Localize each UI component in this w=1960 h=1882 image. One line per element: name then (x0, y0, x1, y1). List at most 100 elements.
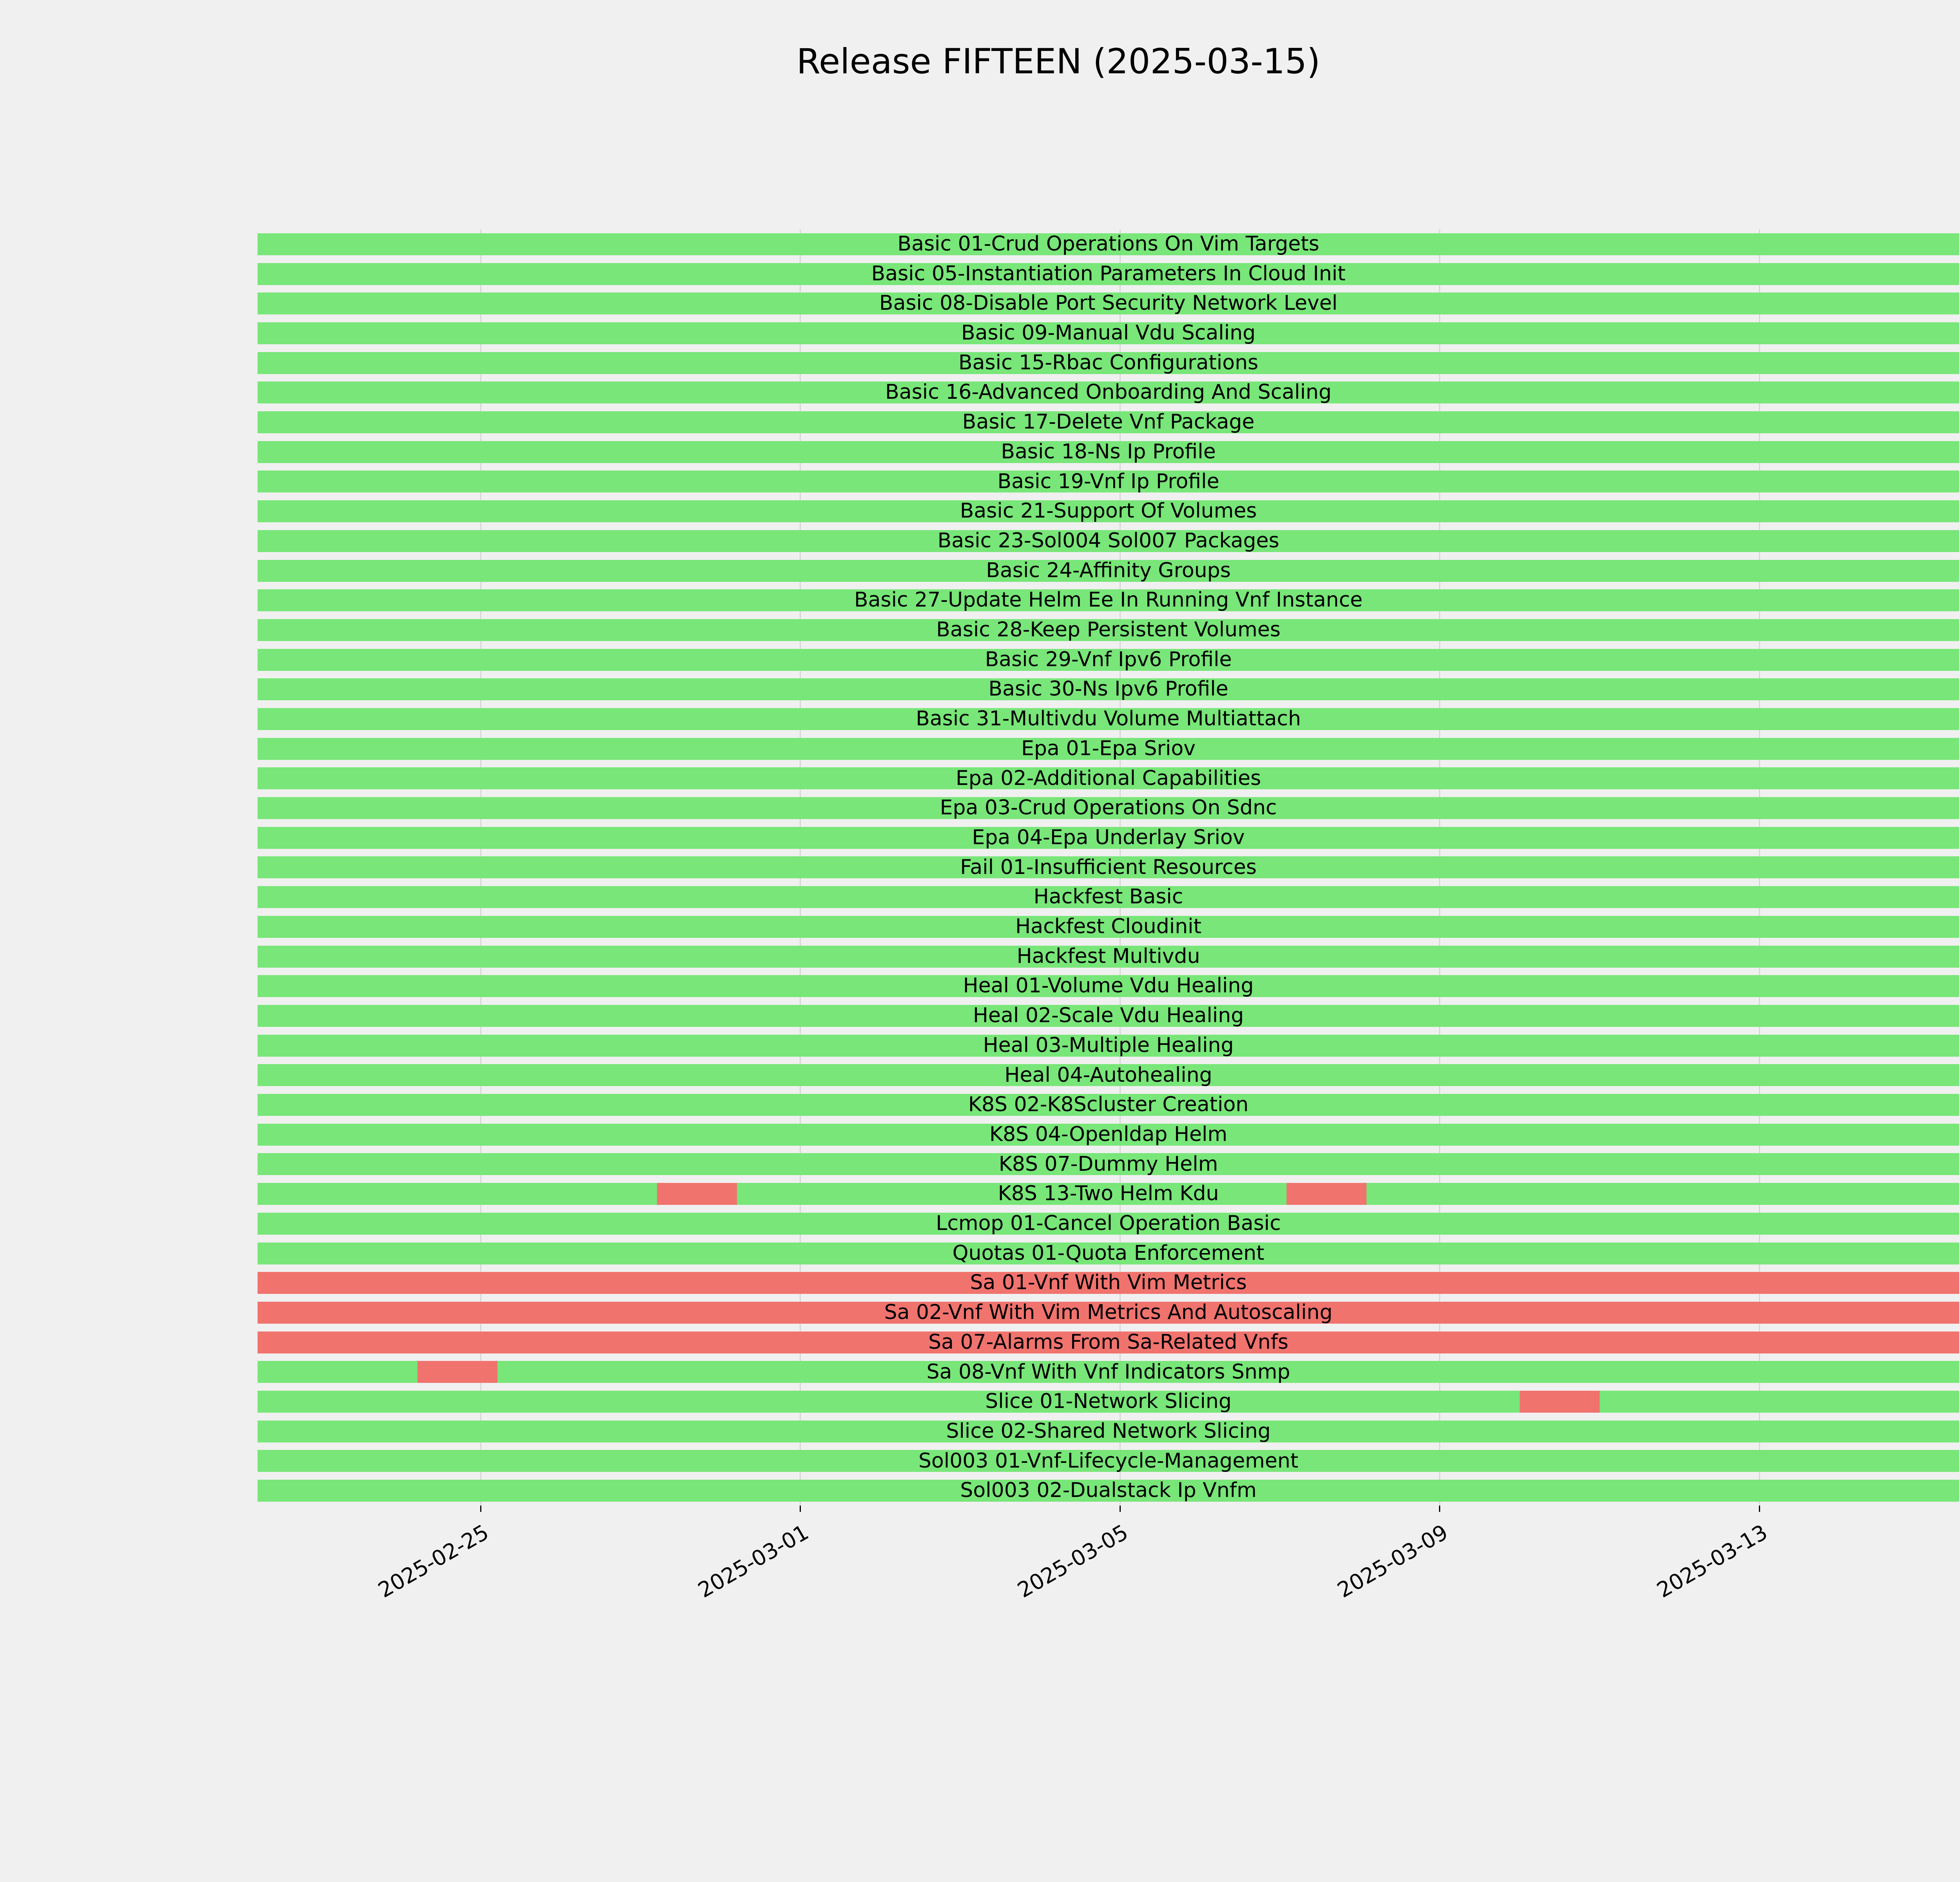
test-label: Basic 27-Update Helm Ee In Running Vnf I… (854, 588, 1363, 612)
test-label: Basic 18-Ns Ip Profile (1001, 440, 1216, 463)
gantt-row: Heal 01-Volume Vdu Healing (258, 971, 1959, 1001)
test-bar (258, 1391, 1959, 1413)
test-bar (258, 1064, 1959, 1086)
test-bar (258, 1450, 1959, 1472)
gantt-row: Basic 30-Ns Ipv6 Profile (258, 674, 1959, 704)
x-tick-label-text: 2025-02-25 (374, 1520, 493, 1603)
gantt-row: Hackfest Cloudinit (258, 912, 1959, 942)
gantt-row: Basic 05-Instantiation Parameters In Clo… (258, 259, 1959, 289)
test-bar (258, 916, 1959, 938)
test-label: Heal 03-Multiple Healing (983, 1033, 1234, 1057)
test-label: K8S 13-Two Helm Kdu (998, 1182, 1219, 1206)
test-label: Hackfest Multivdu (1016, 944, 1200, 968)
test-bar (258, 560, 1959, 582)
test-bar (258, 1094, 1959, 1116)
test-label: Basic 29-Vnf Ipv6 Profile (985, 647, 1232, 671)
test-bar (258, 322, 1959, 344)
test-bar (258, 1480, 1959, 1502)
test-bar (258, 441, 1959, 463)
gantt-row: Basic 31-Multivdu Volume Multiattach (258, 704, 1959, 734)
test-label: Epa 03-Crud Operations On Sdnc (940, 796, 1277, 820)
test-bar (258, 975, 1959, 997)
test-bar (258, 1005, 1959, 1027)
x-tick-label-text: 2025-03-01 (693, 1520, 813, 1603)
x-tick-label: 2025-02-25 (358, 1520, 493, 1602)
test-label: Basic 08-Disable Port Security Network L… (879, 291, 1338, 315)
test-label: Epa 02-Additional Capabilities (956, 766, 1261, 790)
gantt-row: Sa 01-Vnf With Vim Metrics (258, 1268, 1959, 1298)
gantt-row: Epa 03-Crud Operations On Sdnc (258, 793, 1959, 823)
test-label: Heal 02-Scale Vdu Healing (973, 1004, 1244, 1028)
test-bar (258, 1361, 1959, 1383)
test-label: K8S 04-Openldap Helm (989, 1122, 1228, 1146)
gantt-row: Sa 02-Vnf With Vim Metrics And Autoscali… (258, 1298, 1959, 1328)
test-label: K8S 02-K8Scluster Creation (968, 1093, 1249, 1117)
fail-segment (1519, 1391, 1600, 1413)
gantt-row: Heal 04-Autohealing (258, 1061, 1959, 1090)
test-label: Sa 02-Vnf With Vim Metrics And Autoscali… (884, 1301, 1333, 1324)
gantt-row: Basic 15-Rbac Configurations (258, 348, 1959, 378)
test-bar (258, 1242, 1959, 1264)
fail-segment (417, 1361, 497, 1383)
x-tick-label: 2025-03-09 (1317, 1520, 1452, 1602)
test-bar (258, 530, 1959, 552)
test-bar (258, 1153, 1959, 1175)
gantt-row: K8S 13-Two Helm Kdu (258, 1179, 1959, 1209)
gantt-row: Basic 24-Affinity Groups (258, 556, 1959, 586)
gantt-row: Lcmop 01-Cancel Operation Basic (258, 1209, 1959, 1239)
test-bar (258, 1301, 1959, 1324)
test-label: Epa 01-Epa Sriov (1021, 736, 1196, 760)
test-label: Sol003 02-Dualstack Ip Vnfm (960, 1479, 1257, 1502)
gantt-row: Basic 19-Vnf Ip Profile (258, 467, 1959, 497)
test-bar (258, 1183, 1959, 1205)
test-bar (258, 589, 1959, 612)
test-label: Basic 16-Advanced Onboarding And Scaling (885, 380, 1332, 404)
test-bar (258, 233, 1959, 255)
test-label: Hackfest Basic (1033, 885, 1183, 909)
test-bar (258, 649, 1959, 671)
gantt-row: Quotas 01-Quota Enforcement (258, 1239, 1959, 1268)
gantt-row: K8S 07-Dummy Helm (258, 1150, 1959, 1179)
gantt-row: Basic 28-Keep Persistent Volumes (258, 615, 1959, 645)
fail-segment (258, 1331, 1959, 1353)
gantt-row: Slice 01-Network Slicing (258, 1387, 1959, 1417)
x-tick-label-text: 2025-03-13 (1653, 1520, 1772, 1603)
x-tick-label-text: 2025-03-09 (1333, 1520, 1452, 1603)
test-label: Epa 04-Epa Underlay Sriov (972, 825, 1245, 849)
test-bar (258, 1034, 1959, 1057)
test-bar (258, 738, 1959, 760)
gantt-row: Basic 01-Crud Operations On Vim Targets (258, 229, 1959, 259)
test-label: Basic 30-Ns Ipv6 Profile (988, 677, 1229, 701)
test-label: Basic 23-Sol004 Sol007 Packages (937, 529, 1279, 552)
gantt-row: Basic 09-Manual Vdu Scaling (258, 318, 1959, 348)
test-bar (258, 945, 1959, 968)
test-bar (258, 678, 1959, 701)
x-tick-mark (1119, 1506, 1121, 1512)
x-tick-label: 2025-03-13 (1636, 1520, 1772, 1602)
test-label: Sa 07-Alarms From Sa-Related Vnfs (928, 1330, 1289, 1354)
test-bar (258, 1212, 1959, 1235)
test-bar (258, 470, 1959, 493)
test-bar (258, 500, 1959, 523)
test-label: Basic 24-Affinity Groups (986, 558, 1231, 582)
fail-segment (258, 1272, 1959, 1294)
test-bar (258, 292, 1959, 315)
gantt-row: Basic 21-Support Of Volumes (258, 496, 1959, 526)
test-bar (258, 856, 1959, 879)
gantt-row: Epa 04-Epa Underlay Sriov (258, 823, 1959, 853)
gantt-row: Sol003 01-Vnf-Lifecycle-Management (258, 1446, 1959, 1476)
test-label: Basic 15-Rbac Configurations (958, 351, 1258, 374)
gantt-row: Basic 08-Disable Port Security Network L… (258, 289, 1959, 318)
test-bar (258, 619, 1959, 641)
test-bar (258, 827, 1959, 849)
gantt-row: Basic 17-Delete Vnf Package (258, 407, 1959, 437)
test-label: Basic 09-Manual Vdu Scaling (961, 321, 1256, 345)
gantt-row: Fail 01-Insufficient Resources (258, 853, 1959, 883)
test-bar (258, 886, 1959, 908)
gantt-row: Basic 23-Sol004 Sol007 Packages (258, 526, 1959, 556)
gantt-row: Sol003 02-Dualstack Ip Vnfm (258, 1476, 1959, 1506)
gantt-row: Basic 18-Ns Ip Profile (258, 437, 1959, 467)
gantt-row: Epa 01-Epa Sriov (258, 734, 1959, 764)
test-label: Slice 02-Shared Network Slicing (946, 1419, 1271, 1443)
x-tick-mark (800, 1506, 801, 1512)
